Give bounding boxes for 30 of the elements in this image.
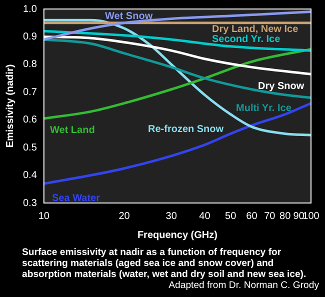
series-label: Second Yr. Ice (212, 34, 281, 45)
x-axis-title: Frequency (GHz) (137, 230, 218, 241)
y-tick-label: 0.8 (22, 59, 38, 70)
x-tick-label: 60 (246, 210, 258, 222)
x-tick-label: 100 (302, 210, 320, 222)
x-tick-label: 80 (280, 210, 292, 222)
y-tick-label: 0.7 (22, 86, 38, 98)
series-label: Wet Land (50, 124, 95, 136)
x-tick-label: 70 (264, 210, 276, 222)
text: Adapted from Dr. Norman C. Grody (168, 280, 319, 291)
x-tick-label: 10 (38, 210, 50, 222)
series-label: Dry Snow (258, 80, 304, 92)
series-label: Multi Yr. Ice (236, 102, 292, 114)
x-tick-label: 50 (225, 210, 237, 222)
y-tick-label: 0.5 (22, 142, 38, 154)
y-tick-label: 1.0 (22, 4, 38, 15)
x-tick-label: 20 (118, 210, 130, 222)
y-tick-label: 0.4 (22, 170, 38, 182)
text: Surface emissivity at nadir as a function of frequency for scattering materials (aged sea ice and snow cover) and absorption materials (water, wet and dry soil and new sea ice). (22, 247, 308, 280)
y-tick-label: 0.3 (22, 198, 38, 209)
x-tick-label: 90 (293, 210, 305, 222)
y-tick-label: 0.9 (22, 31, 38, 42)
x-tick-label: 30 (166, 210, 178, 222)
series-label: Sea Water (52, 192, 100, 204)
series-label: Wet Snow (105, 10, 153, 22)
y-axis-title: Emissivity (nadir) (4, 64, 16, 148)
series-label: Re-frozen Snow (148, 124, 224, 135)
y-tick-label: 0.6 (22, 114, 38, 126)
series-label: Dry Land, New Ice (212, 24, 299, 35)
x-tick-label: 40 (199, 210, 211, 222)
